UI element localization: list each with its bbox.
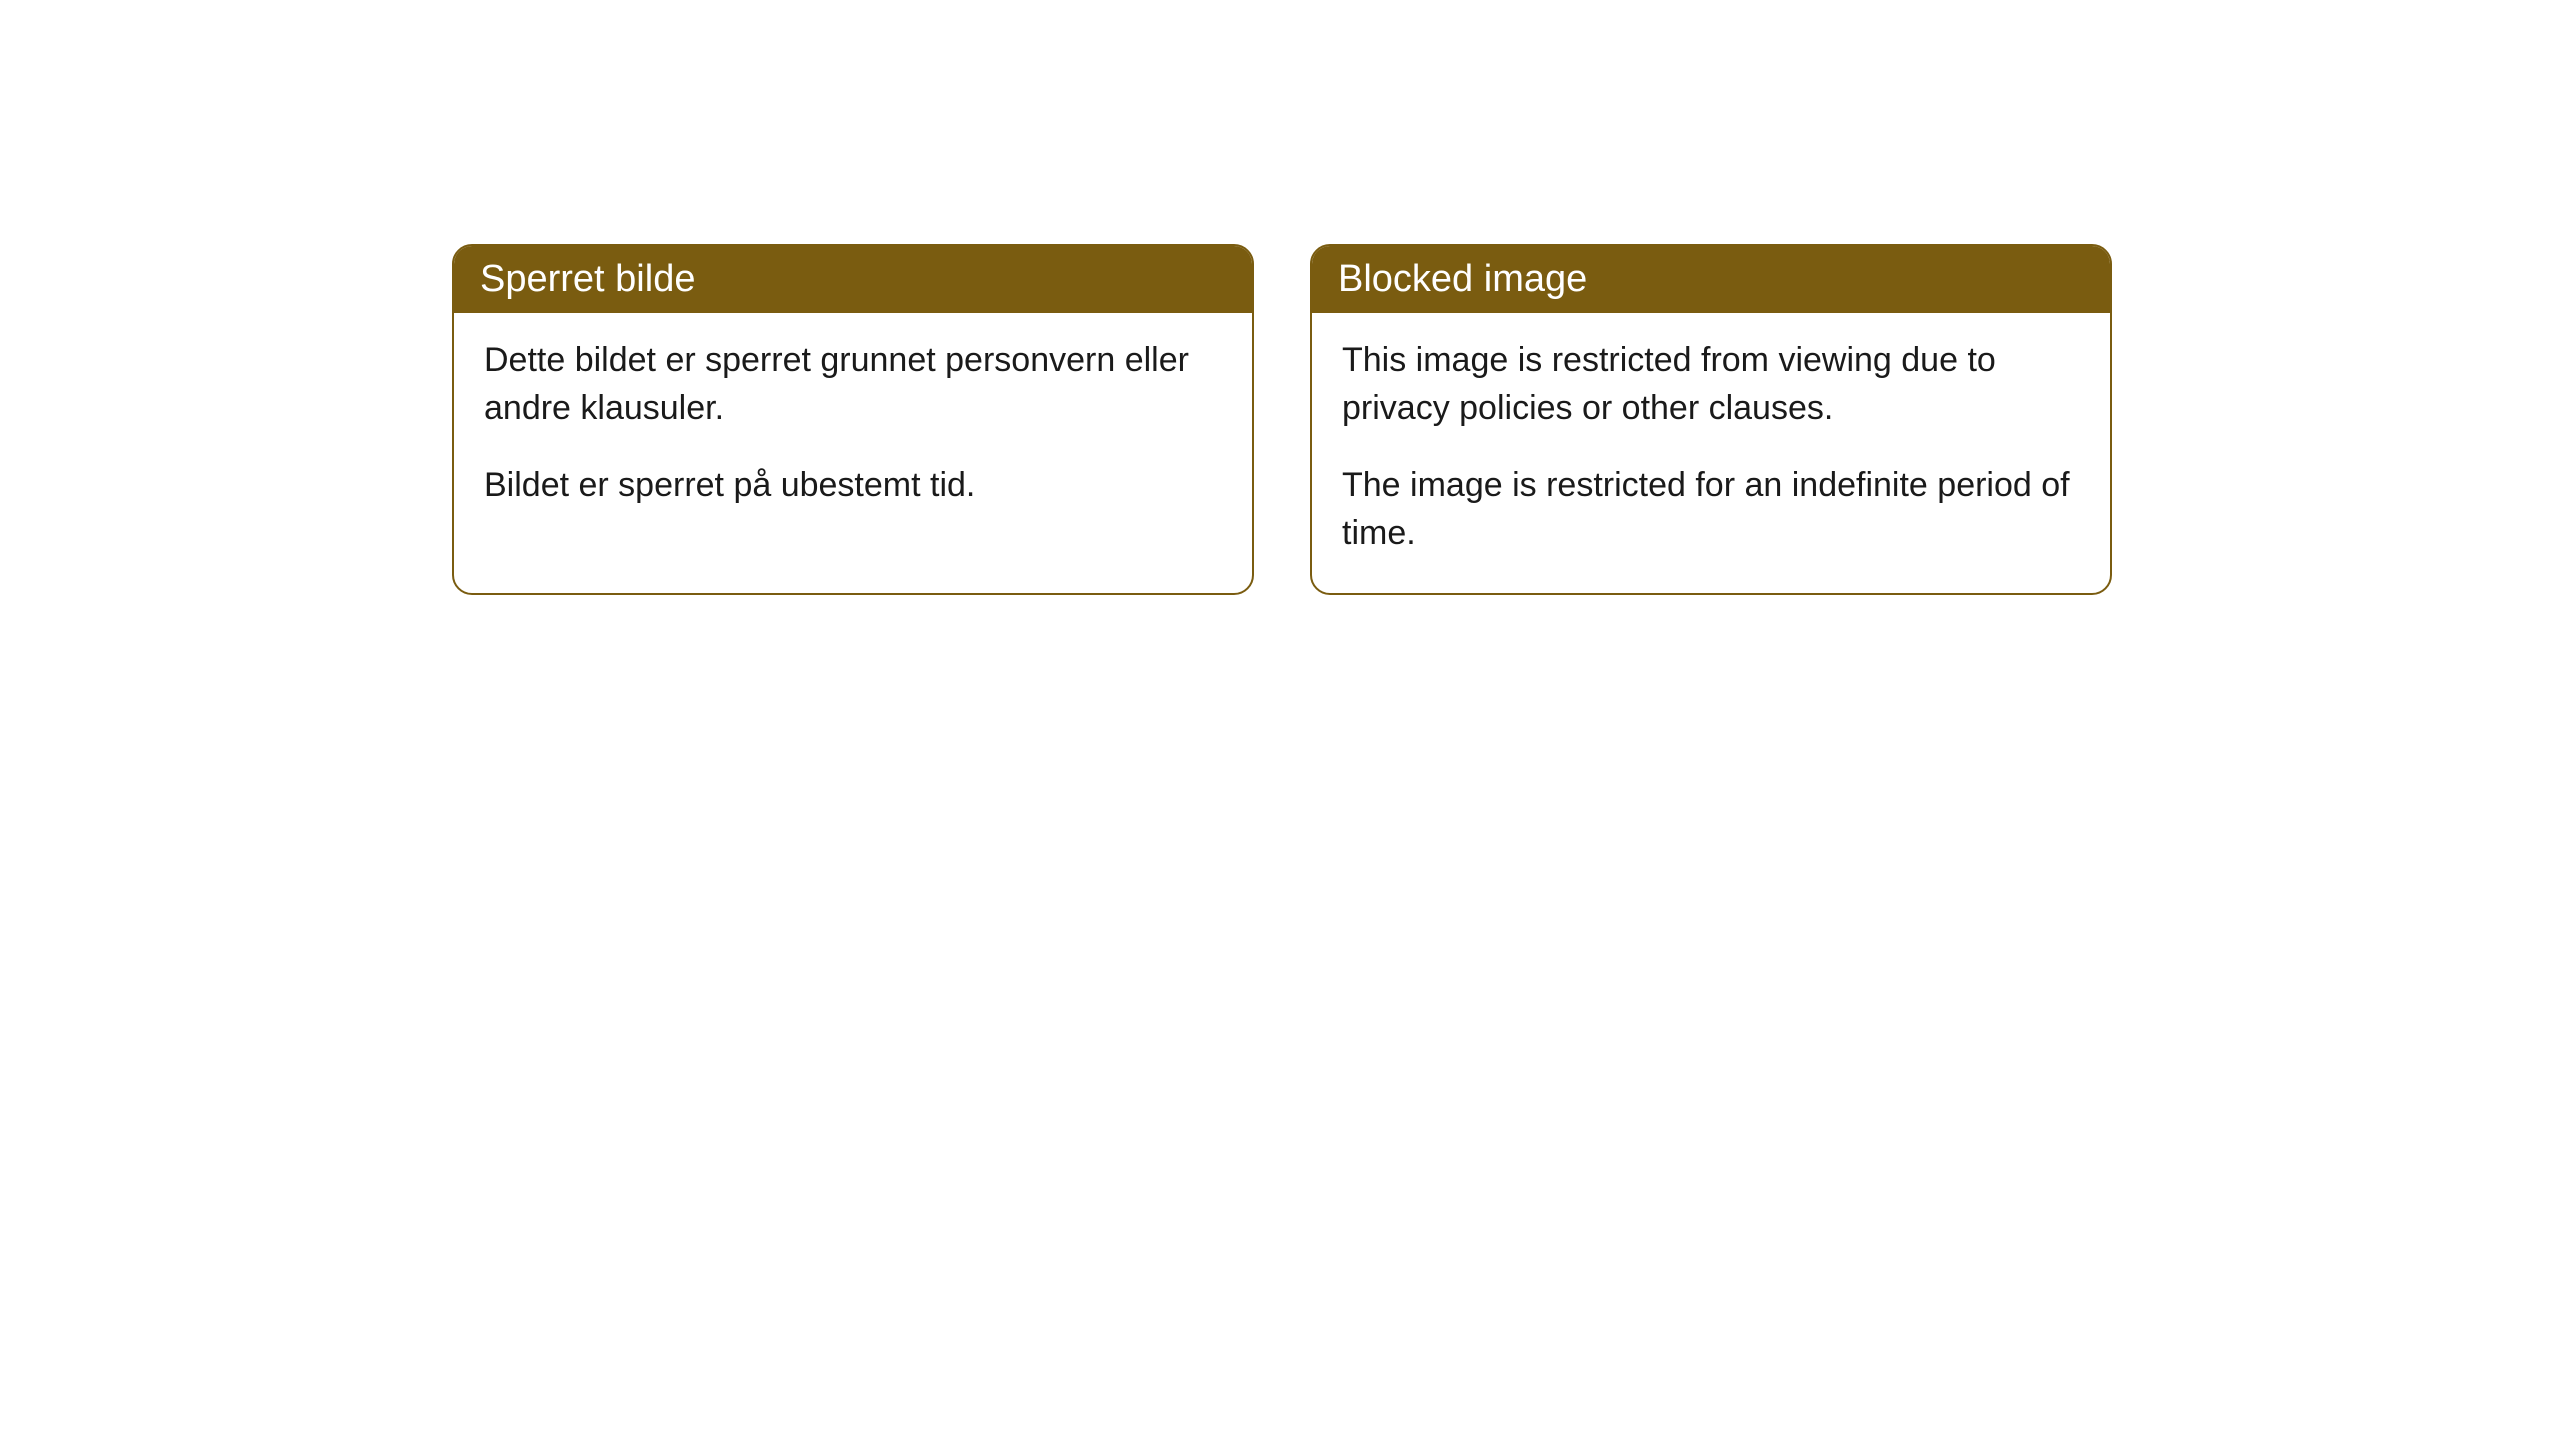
card-paragraph: This image is restricted from viewing du… [1342,337,2080,432]
card-paragraph: Dette bildet er sperret grunnet personve… [484,337,1222,432]
notice-card-norwegian: Sperret bilde Dette bildet er sperret gr… [452,244,1254,595]
notice-card-english: Blocked image This image is restricted f… [1310,244,2112,595]
notice-cards-container: Sperret bilde Dette bildet er sperret gr… [452,244,2560,595]
card-body: Dette bildet er sperret grunnet personve… [454,313,1252,546]
card-title: Sperret bilde [480,258,695,300]
card-paragraph: Bildet er sperret på ubestemt tid. [484,462,1222,510]
card-body: This image is restricted from viewing du… [1312,313,2110,593]
card-title: Blocked image [1338,258,1587,300]
card-header: Sperret bilde [454,246,1252,313]
card-header: Blocked image [1312,246,2110,313]
card-paragraph: The image is restricted for an indefinit… [1342,462,2080,557]
